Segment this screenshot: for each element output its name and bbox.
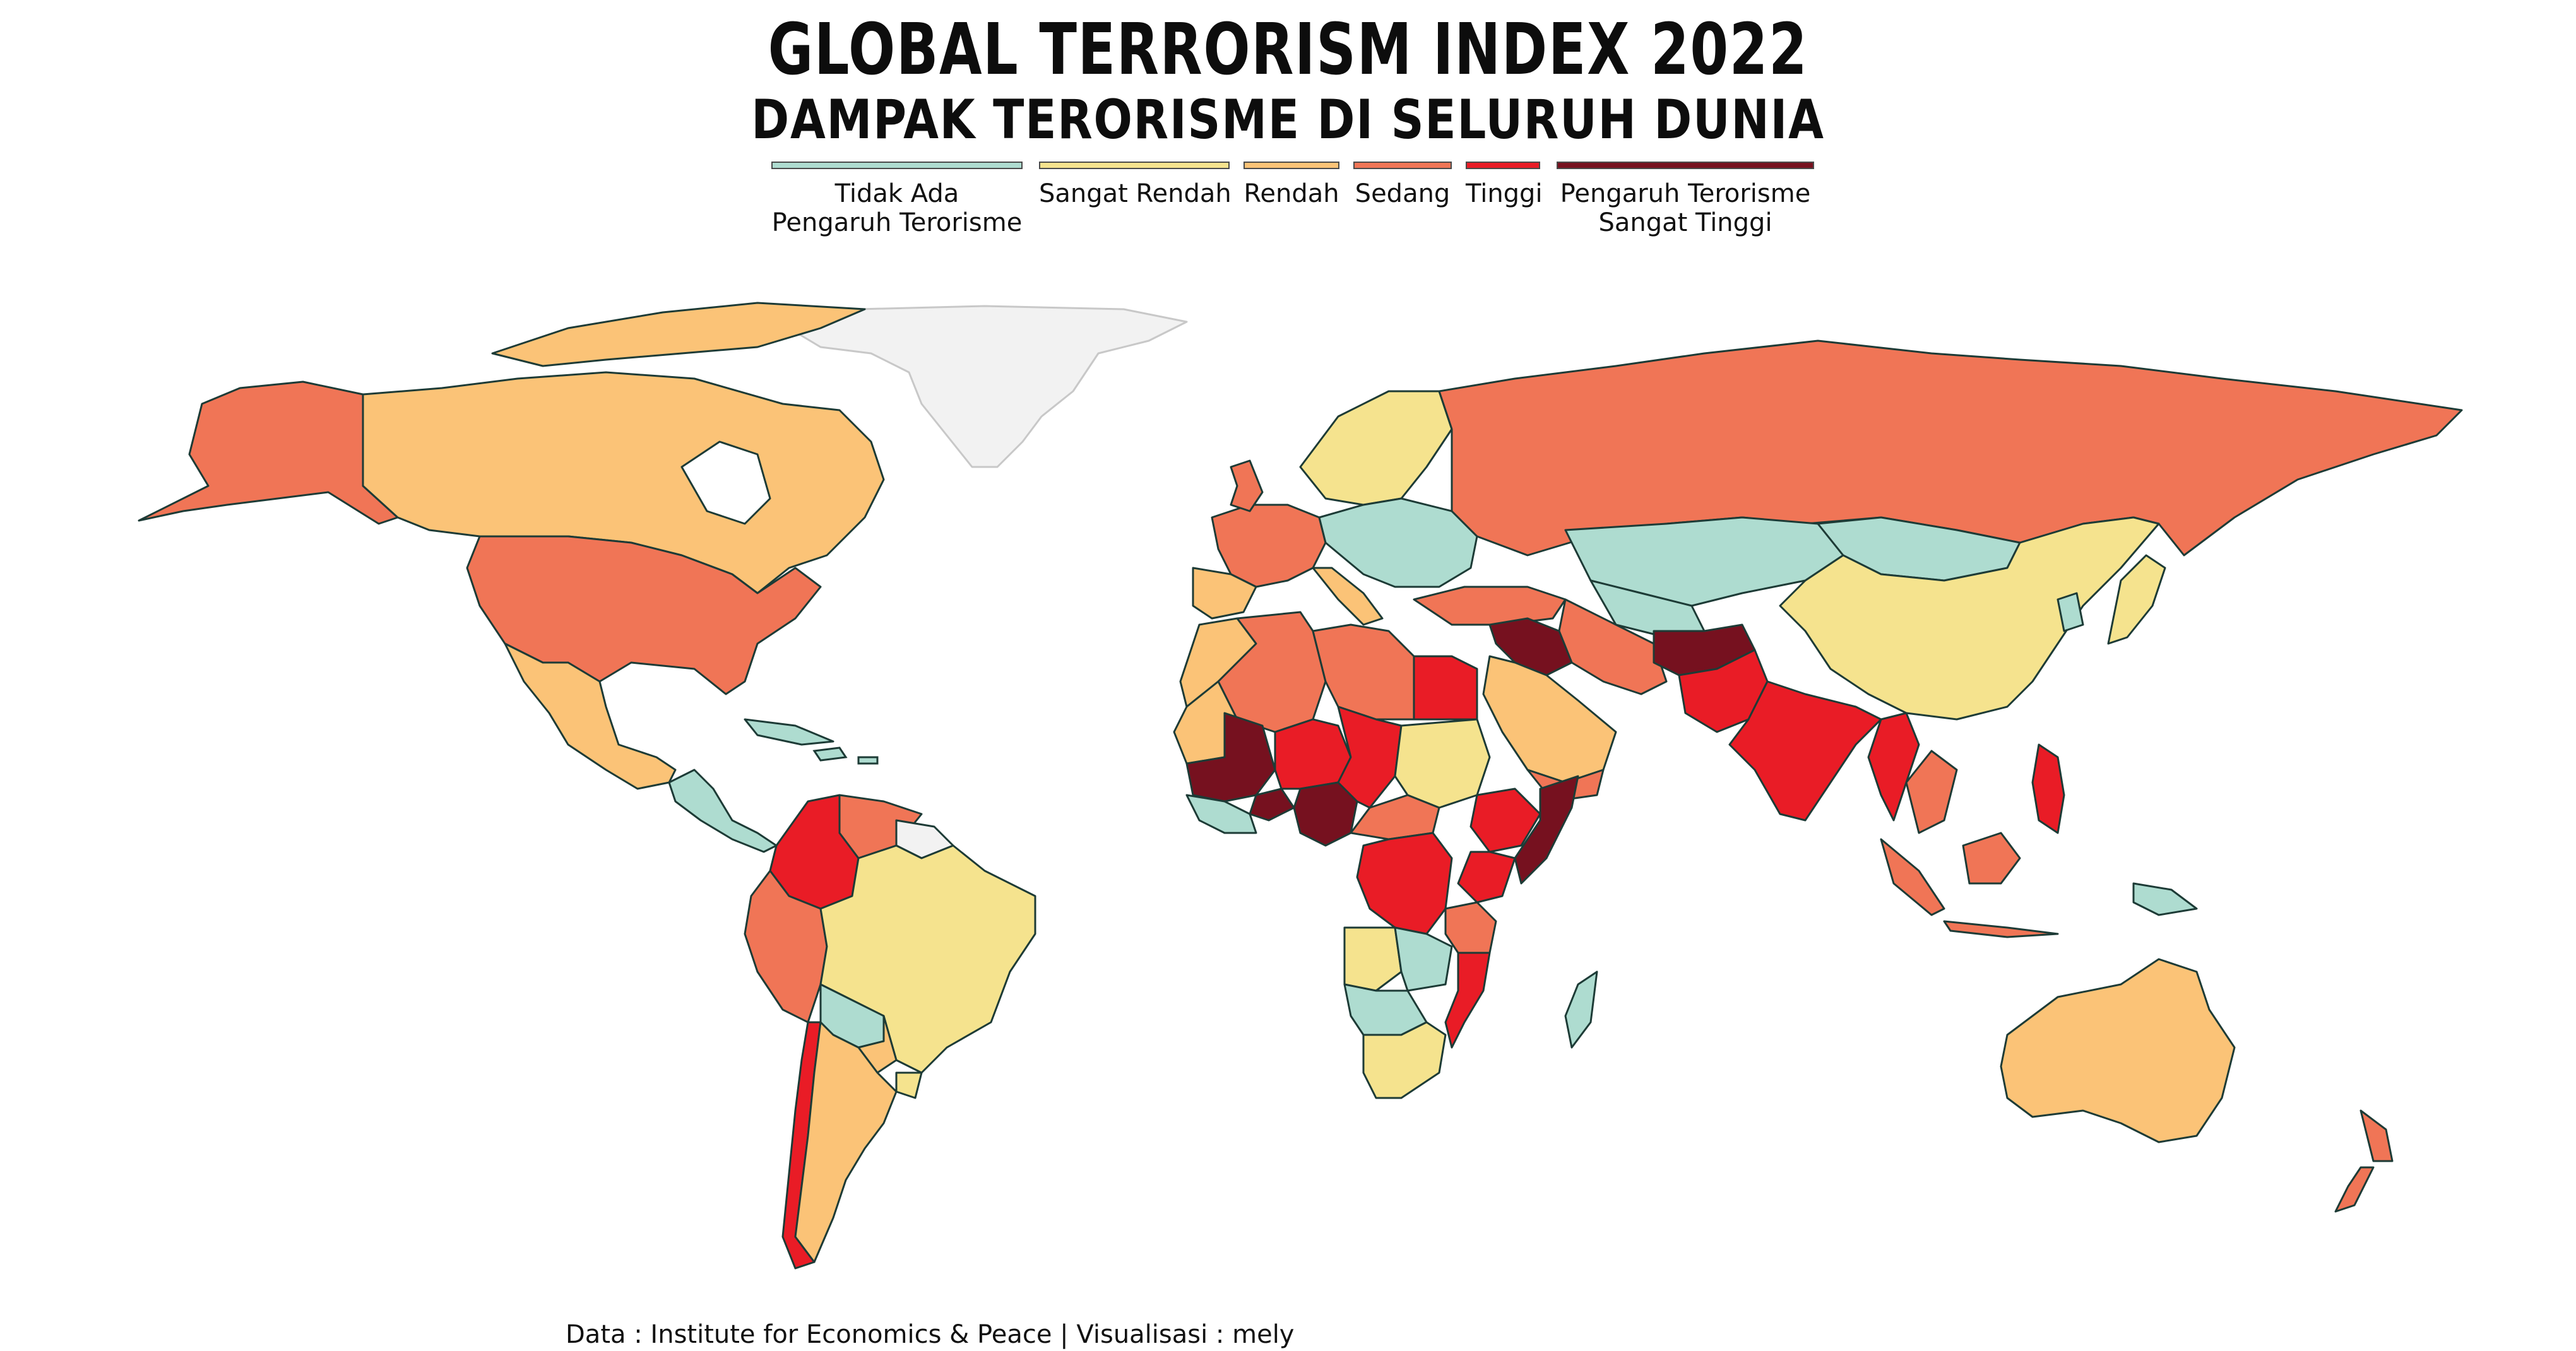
- region-india: [1728, 680, 1882, 822]
- region-china: [1779, 516, 2160, 721]
- region-iraq: [1488, 617, 1573, 676]
- region-scandinavia: [1299, 390, 1453, 506]
- region-russia: [1438, 339, 2463, 557]
- legend-label-very-high: Pengaruh Terorisme Sangat Tinggi: [1557, 179, 1814, 237]
- legend-swatch-medium: [1353, 162, 1452, 169]
- region-namibia: [1343, 983, 1428, 1036]
- region-west-africa: [1185, 794, 1257, 834]
- region-burkina: [1249, 788, 1295, 822]
- region-uruguay: [895, 1071, 923, 1099]
- region-tanzania: [1444, 901, 1497, 954]
- region-southeast-asia: [1905, 750, 1958, 834]
- region-myanmar: [1867, 712, 1920, 822]
- region-iberia: [1192, 567, 1257, 620]
- legend-swatch-high: [1466, 162, 1540, 169]
- region-canada: [362, 371, 885, 594]
- region-hudson-bay: [680, 440, 771, 525]
- legend-label-high-text: Tinggi: [1466, 179, 1543, 208]
- legend-label-very-low: Sangat Rendah: [1039, 179, 1232, 208]
- region-indonesia-java: [1943, 920, 2059, 938]
- region-indonesia-sumatra: [1880, 838, 1945, 916]
- region-angola: [1343, 926, 1403, 992]
- region-cuba: [744, 718, 834, 746]
- region-new-zealand: [2359, 1109, 2394, 1162]
- region-argentina: [794, 1021, 898, 1263]
- legend-swatch-low: [1243, 162, 1339, 169]
- data-source-caption: Data : Institute for Economics & Peace |…: [566, 1320, 1295, 1349]
- region-kenya: [1457, 851, 1516, 904]
- region-madagascar: [1564, 970, 1598, 1049]
- region-uk: [1230, 459, 1264, 512]
- legend-swatch-very-high: [1557, 162, 1814, 169]
- region-indonesia-borneo: [1962, 832, 2021, 885]
- region-libya: [1312, 623, 1415, 721]
- legend-swatch-none: [771, 162, 1023, 169]
- map-title: GLOBAL TERRORISM INDEX 2022: [768, 9, 1808, 91]
- region-italy: [1312, 567, 1384, 626]
- legend-label-medium: Sedang: [1353, 179, 1452, 208]
- region-korea: [2057, 592, 2084, 632]
- region-dr-congo: [1356, 832, 1453, 935]
- region-japan: [2107, 554, 2166, 645]
- legend: Tidak Ada Pengaruh Terorisme Sangat Rend…: [771, 162, 1827, 256]
- region-canada-arctic: [491, 302, 866, 367]
- legend-label-low: Rendah: [1243, 179, 1339, 208]
- region-eastern-europe: [1318, 497, 1478, 588]
- legend-swatch-very-low: [1039, 162, 1230, 169]
- region-egypt: [1413, 655, 1478, 721]
- legend-label-high: Tinggi: [1466, 179, 1543, 208]
- region-turkey: [1413, 586, 1567, 626]
- legend-label-none-text: Tidak Ada Pengaruh Terorisme: [771, 179, 1023, 237]
- region-mozambique: [1444, 952, 1491, 1049]
- legend-label-medium-text: Sedang: [1355, 179, 1451, 208]
- region-mexico: [504, 642, 677, 790]
- region-somalia: [1514, 775, 1579, 885]
- region-new-zealand-south: [2334, 1166, 2375, 1213]
- legend-label-none: Tidak Ada Pengaruh Terorisme: [771, 179, 1023, 237]
- region-south-africa: [1362, 1021, 1447, 1099]
- region-ethiopia: [1469, 788, 1541, 853]
- region-central-america: [668, 769, 778, 853]
- region-greenland: [788, 305, 1188, 468]
- region-philippines: [2031, 743, 2065, 834]
- region-australia: [2000, 958, 2236, 1143]
- legend-label-low-text: Rendah: [1243, 179, 1339, 208]
- legend-label-very-low-text: Sangat Rendah: [1039, 179, 1232, 208]
- legend-label-very-high-text: Pengaruh Terorisme Sangat Tinggi: [1560, 179, 1811, 237]
- region-zambia: [1394, 926, 1453, 992]
- region-papua: [2132, 882, 2198, 916]
- map-subtitle: DAMPAK TERORISME DI SELURUH DUNIA: [751, 88, 1825, 151]
- region-caribbean: [812, 746, 879, 765]
- region-sudan: [1394, 718, 1491, 809]
- region-alaska: [138, 381, 399, 525]
